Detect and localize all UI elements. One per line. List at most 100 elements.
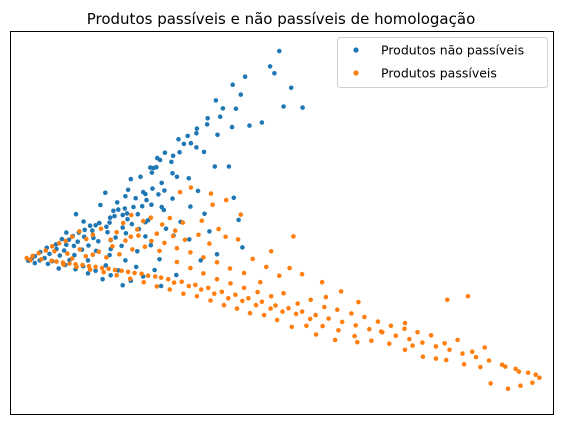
data-point xyxy=(210,202,215,207)
data-point xyxy=(129,221,135,227)
data-point xyxy=(402,320,408,326)
data-point xyxy=(28,257,33,263)
data-point xyxy=(420,340,425,345)
data-point xyxy=(219,289,225,295)
data-point xyxy=(122,206,128,211)
data-point xyxy=(167,215,173,221)
data-point xyxy=(156,192,161,197)
data-point xyxy=(56,240,62,246)
data-point xyxy=(123,238,128,243)
data-point xyxy=(119,243,124,249)
data-point xyxy=(308,297,314,303)
data-point xyxy=(223,234,228,240)
data-point xyxy=(149,170,155,175)
data-point xyxy=(112,267,118,273)
legend-label-nao-passiveis: Produtos não passíveis xyxy=(381,43,524,58)
data-point xyxy=(188,250,193,255)
data-point xyxy=(154,284,160,289)
data-point xyxy=(120,283,125,288)
data-point xyxy=(84,236,89,242)
data-point xyxy=(185,133,190,139)
data-point xyxy=(226,296,231,301)
data-point xyxy=(116,207,121,212)
data-point xyxy=(212,164,218,169)
data-point xyxy=(486,358,492,363)
data-point xyxy=(281,104,286,109)
data-point xyxy=(207,241,212,246)
data-point xyxy=(107,252,112,258)
data-point xyxy=(264,264,269,270)
data-point xyxy=(125,269,131,275)
data-point xyxy=(193,282,198,288)
data-point xyxy=(93,223,98,228)
data-point xyxy=(149,238,154,244)
data-point xyxy=(338,289,344,294)
plot-frame xyxy=(10,31,554,415)
data-point xyxy=(120,225,125,230)
data-point xyxy=(107,215,113,220)
data-point xyxy=(174,259,180,265)
data-point xyxy=(176,137,181,142)
data-point xyxy=(149,202,154,207)
data-point xyxy=(97,220,102,226)
data-point xyxy=(179,279,184,285)
data-point xyxy=(93,268,98,274)
data-point xyxy=(287,265,292,271)
data-point xyxy=(259,120,265,125)
data-point xyxy=(214,252,220,257)
data-point xyxy=(143,191,148,197)
data-point xyxy=(323,294,329,300)
data-point xyxy=(157,257,162,262)
data-point xyxy=(188,265,193,271)
data-point xyxy=(75,239,80,244)
data-point xyxy=(537,375,542,381)
data-point xyxy=(202,211,207,217)
data-point xyxy=(127,276,133,282)
data-point xyxy=(194,126,200,131)
data-point xyxy=(460,351,465,356)
data-point xyxy=(186,283,192,289)
data-point xyxy=(455,337,460,343)
data-point xyxy=(274,317,280,323)
data-point xyxy=(170,153,176,159)
data-point xyxy=(85,258,91,263)
data-point xyxy=(43,248,48,253)
data-point xyxy=(387,341,392,347)
data-point xyxy=(335,307,340,313)
data-point xyxy=(123,231,129,236)
data-point xyxy=(415,330,420,335)
data-point xyxy=(106,266,111,272)
data-point xyxy=(99,265,105,271)
data-point xyxy=(442,341,447,346)
data-point xyxy=(148,242,154,248)
data-point xyxy=(198,258,203,263)
data-point xyxy=(230,82,235,87)
data-point xyxy=(162,240,167,246)
data-point xyxy=(250,256,255,262)
data-point xyxy=(201,149,207,155)
data-point xyxy=(69,234,75,240)
data-point xyxy=(221,302,227,308)
data-point xyxy=(154,231,160,236)
data-point xyxy=(90,232,96,238)
data-point xyxy=(212,291,217,297)
data-point xyxy=(120,212,125,218)
data-point xyxy=(214,260,220,265)
data-point xyxy=(47,251,52,257)
data-point xyxy=(402,326,407,332)
data-point xyxy=(233,292,238,298)
data-point xyxy=(158,275,164,280)
data-point xyxy=(268,294,274,299)
data-point xyxy=(295,301,301,306)
data-point xyxy=(277,273,282,279)
data-point xyxy=(465,294,471,299)
data-point xyxy=(45,261,51,267)
data-point xyxy=(433,344,439,349)
data-point xyxy=(57,253,63,258)
data-point xyxy=(145,273,151,279)
data-point xyxy=(152,267,157,273)
data-point xyxy=(124,211,130,216)
data-point xyxy=(199,218,205,223)
data-point xyxy=(513,366,518,372)
data-point xyxy=(188,140,194,146)
